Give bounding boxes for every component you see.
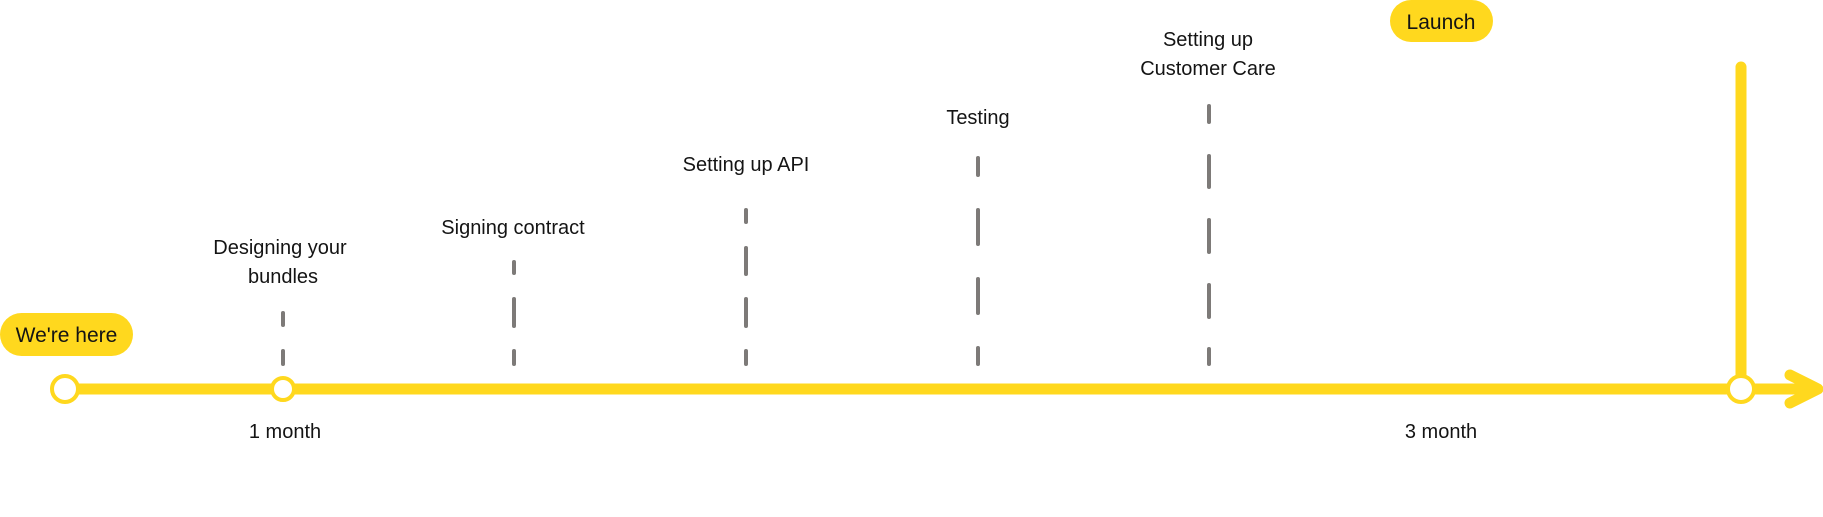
one-month-node: [270, 376, 296, 402]
milestone-label-4: Testing: [946, 107, 1009, 129]
start-node: [50, 374, 80, 404]
milestone-label-2: Signing contract: [441, 217, 585, 239]
svg-text:bundles: bundles: [248, 266, 318, 288]
milestone-label-3: Setting up API: [683, 154, 810, 176]
milestone-label-5: Setting up Customer Care: [1140, 29, 1276, 80]
svg-text:Customer Care: Customer Care: [1140, 58, 1276, 80]
svg-text:We're here: We're here: [16, 324, 118, 347]
time-label-1-month: 1 month: [249, 421, 321, 443]
arrow-head-icon: [1784, 369, 1823, 409]
we-are-here-badge: We're here: [0, 313, 133, 356]
svg-text:Designing your: Designing your: [213, 237, 347, 259]
svg-text:Setting up: Setting up: [1163, 29, 1253, 51]
svg-text:Launch: Launch: [1407, 11, 1476, 34]
milestone-label-1: Designing your bundles: [213, 237, 347, 288]
launch-badge: Launch: [1390, 0, 1493, 42]
time-label-3-month: 3 month: [1405, 421, 1477, 443]
launch-node: [1726, 374, 1756, 404]
